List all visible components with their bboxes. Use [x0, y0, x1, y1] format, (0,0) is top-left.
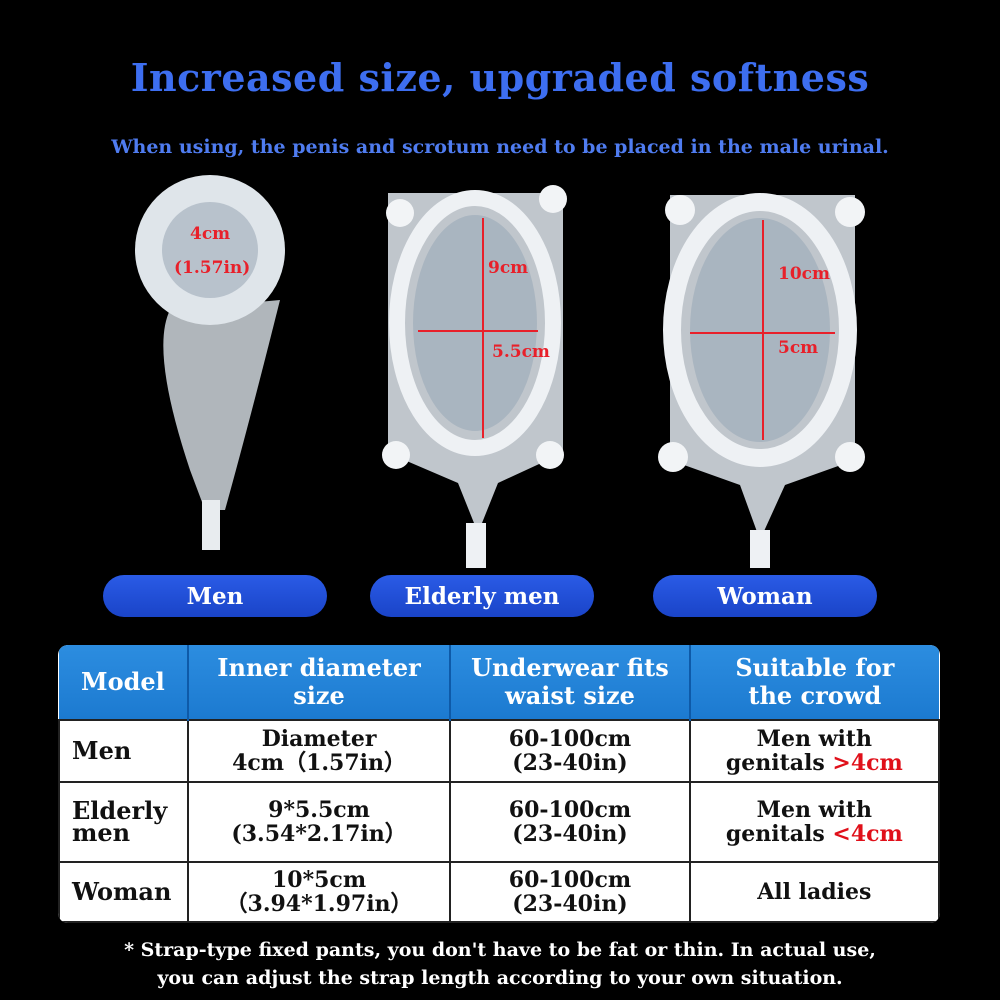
cell-crowd: All ladies — [688, 861, 940, 923]
header-inner-size: Inner diameter size — [187, 645, 452, 720]
label-woman: Woman — [653, 575, 877, 617]
woman-urinal-image — [658, 193, 865, 568]
table-header-row: Model Inner diameter size Underwear fits… — [59, 645, 939, 720]
cell-size: 10*5cm （3.94*1.97in） — [186, 861, 452, 923]
men-dim-width: 4cm — [190, 224, 231, 244]
footer-note: * Strap-type fixed pants, you don't have… — [124, 939, 876, 989]
men-dim-inch: (1.57in) — [174, 258, 251, 278]
header-waist: Underwear fits waist size — [450, 645, 691, 720]
cell-waist: 60-100cm (23-40in) — [449, 719, 691, 783]
cell-model: Men — [58, 719, 189, 783]
cell-model: Elderly men — [58, 781, 189, 863]
label-men: Men — [103, 575, 327, 617]
cell-waist: 60-100cm (23-40in) — [449, 781, 691, 863]
elderly-dim-width: 5.5cm — [492, 342, 550, 362]
woman-dim-height: 10cm — [778, 264, 830, 284]
page-title: Increased size, upgraded softness — [130, 55, 870, 100]
cell-crowd: Men with genitals >4cm — [688, 719, 940, 783]
cell-size: Diameter 4cm（1.57in） — [186, 719, 452, 783]
label-elderly-men: Elderly men — [370, 575, 594, 617]
size-table: Model Inner diameter size Underwear fits… — [58, 645, 940, 923]
table-row: Woman 10*5cm （3.94*1.97in） 60-100cm (23-40… — [58, 861, 940, 923]
cell-crowd: Men with genitals <4cm — [688, 781, 940, 863]
subtitle: When using, the penis and scrotum need t… — [111, 136, 889, 158]
table-row: Men Diameter 4cm（1.57in） 60-100cm (23-40in… — [58, 719, 940, 783]
header-crowd: Suitable for the crowd — [689, 645, 939, 720]
cell-size: 9*5.5cm (3.54*2.17in） — [186, 781, 452, 863]
elderly-dim-height: 9cm — [488, 258, 529, 278]
elderly-men-urinal-image — [382, 185, 567, 568]
header-model: Model — [59, 645, 189, 720]
men-urinal-image — [135, 175, 285, 550]
cell-waist: 60-100cm (23-40in) — [449, 861, 691, 923]
woman-dim-width: 5cm — [778, 338, 819, 358]
cell-model: Woman — [58, 861, 189, 923]
table-row: Elderly men 9*5.5cm (3.54*2.17in） 60-100c… — [58, 781, 940, 863]
